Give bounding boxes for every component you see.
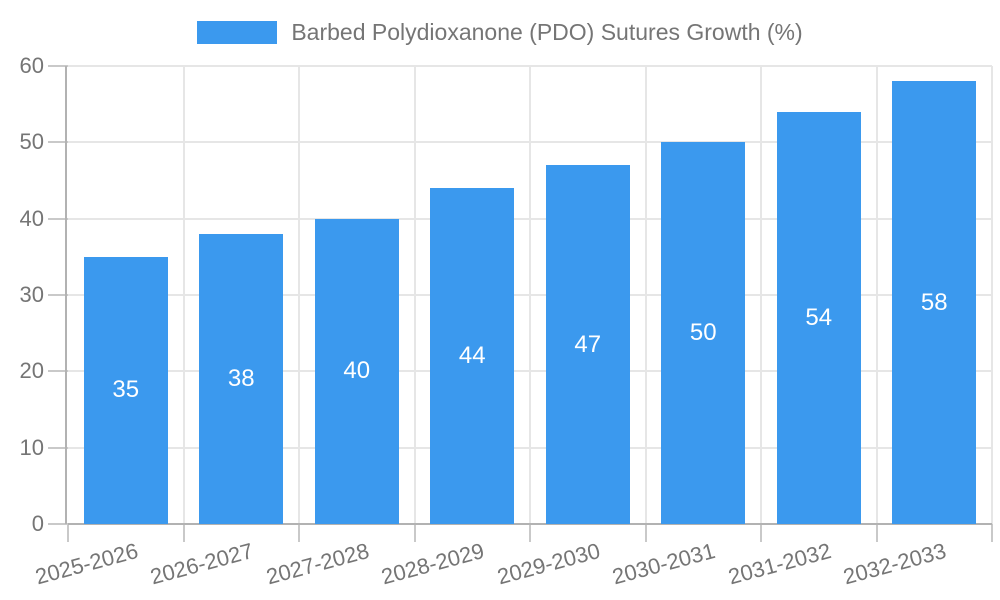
bar-value-label: 35: [112, 376, 140, 404]
bar[interactable]: [545, 165, 630, 524]
x-tick: [182, 524, 185, 542]
bar-value-label: 47: [574, 330, 602, 358]
y-axis-label: 30: [19, 282, 44, 307]
bar-value-label: 38: [227, 364, 255, 392]
y-axis-label: 10: [19, 434, 44, 460]
y-tick: [48, 294, 68, 296]
x-tick: [67, 524, 69, 542]
y-tick: [48, 141, 68, 144]
y-axis-label: 0: [31, 511, 44, 536]
v-gridline: [298, 66, 300, 524]
legend-swatch-icon: [197, 21, 278, 44]
chart-legend[interactable]: Barbed Polydioxanone (PDO) Sutures Growt…: [0, 19, 1000, 46]
x-axis-label: 2030-2031: [609, 538, 718, 590]
v-gridline: [644, 66, 647, 524]
v-gridline: [875, 66, 878, 524]
y-axis-label: 20: [19, 358, 44, 384]
v-gridline: [991, 66, 993, 524]
y-axis-label: 40: [19, 205, 44, 231]
bar[interactable]: [199, 233, 284, 524]
bar[interactable]: [776, 111, 861, 524]
v-gridline: [182, 66, 185, 524]
bar-value-label: 44: [458, 342, 486, 370]
x-axis-label: 2028-2029: [378, 538, 487, 590]
y-axis-label: 60: [19, 53, 44, 78]
x-tick: [875, 524, 878, 542]
bar[interactable]: [661, 142, 746, 524]
x-axis-label: 2029-2030: [494, 538, 603, 590]
y-tick: [48, 446, 68, 449]
x-axis-label: 2025-2026: [32, 538, 141, 590]
x-tick: [644, 524, 647, 542]
bar[interactable]: [314, 218, 399, 524]
y-tick: [48, 217, 68, 220]
x-tick: [529, 524, 531, 542]
bar-value-label: 58: [920, 288, 948, 316]
x-tick: [298, 524, 300, 542]
x-axis-label: 2026-2027: [147, 538, 256, 590]
x-axis-label: 2032-2033: [840, 538, 949, 590]
x-tick: [991, 524, 993, 542]
bar-value-label: 54: [805, 303, 833, 331]
x-axis-label: 2027-2028: [263, 538, 372, 590]
y-tick: [48, 370, 68, 373]
y-tick: [48, 65, 68, 67]
y-axis-line: [65, 66, 67, 524]
bar-value-label: 50: [689, 319, 717, 347]
bar[interactable]: [430, 188, 515, 524]
y-tick: [48, 523, 68, 525]
v-gridline: [529, 66, 531, 524]
x-axis-label: 2031-2032: [725, 538, 834, 590]
bar-value-label: 40: [343, 357, 371, 385]
y-axis-label: 50: [19, 129, 44, 155]
x-tick: [413, 524, 416, 542]
legend-label: Barbed Polydioxanone (PDO) Sutures Growt…: [291, 19, 803, 45]
x-axis-line: [68, 523, 992, 525]
bar[interactable]: [83, 256, 168, 524]
bar[interactable]: [892, 81, 977, 524]
v-gridline: [413, 66, 416, 524]
v-gridline: [760, 66, 762, 524]
x-tick: [760, 524, 762, 542]
